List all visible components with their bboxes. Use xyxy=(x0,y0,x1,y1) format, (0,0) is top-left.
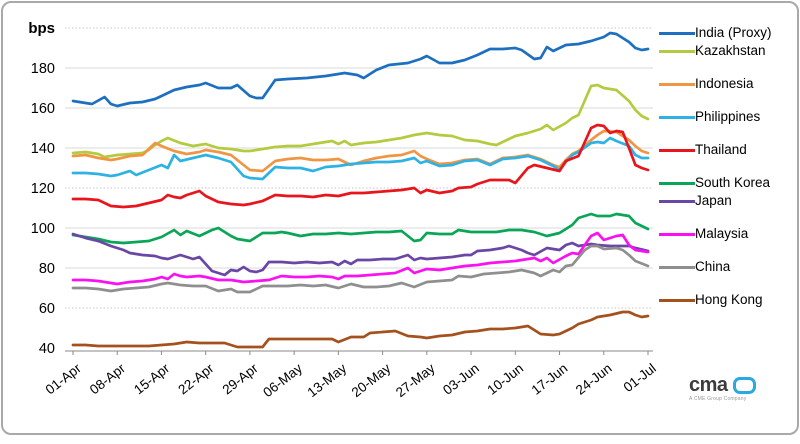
x-tick-label: 15-Apr xyxy=(131,360,173,397)
y-tick-label: 140 xyxy=(31,141,55,157)
legend-label: China xyxy=(695,259,731,274)
legend-swatch xyxy=(659,299,695,302)
legend-swatch xyxy=(659,233,695,236)
legend-swatch xyxy=(659,32,695,35)
cma-logo-mark xyxy=(732,376,756,394)
legend-label: Thailand xyxy=(695,142,747,157)
legend-swatch xyxy=(659,83,695,86)
x-tick-label: 03-Jun xyxy=(440,361,482,398)
x-tick-label: 29-Apr xyxy=(220,360,262,397)
x-tick-label: 08-Apr xyxy=(87,360,129,397)
y-tick-label: 100 xyxy=(31,221,55,237)
cma-logo-tagline: A CME Group Company xyxy=(689,396,747,402)
x-tick-label: 22-Apr xyxy=(175,360,217,397)
series-line-kazakhstan xyxy=(71,83,650,159)
legend-item-philippines: Philippines xyxy=(659,109,797,125)
y-tick-label: 80 xyxy=(39,261,55,277)
x-tick-label: 01-Apr xyxy=(43,360,85,397)
legend-item-india-proxy-: India (Proxy) xyxy=(659,25,797,41)
legend-label: Hong Kong xyxy=(695,292,763,307)
legend-label: India (Proxy) xyxy=(695,25,772,40)
legend: India (Proxy) Kazakhstan Indonesia Philippi… xyxy=(659,25,797,325)
x-axis: 01-Apr 08-Apr 15-Apr 22-Apr 29-Apr 06-May 13-M… xyxy=(43,350,659,400)
legend-swatch xyxy=(659,266,695,269)
y-tick-label: 60 xyxy=(39,301,55,317)
y-tick-label: 40 xyxy=(39,341,55,357)
legend-swatch xyxy=(659,200,695,203)
legend-item-thailand: Thailand xyxy=(659,142,797,158)
legend-item-japan: Japan xyxy=(659,193,797,209)
series-line-india-proxy- xyxy=(71,31,650,108)
y-tick-label: 180 xyxy=(31,61,55,77)
legend-swatch xyxy=(659,149,695,152)
series-line-south-korea xyxy=(71,212,650,245)
legend-item-china: China xyxy=(659,259,797,275)
series-line-china xyxy=(71,244,650,294)
series-line-malaysia xyxy=(71,231,650,286)
x-tick-label: 01-Jul xyxy=(621,361,659,395)
legend-swatch xyxy=(659,50,695,53)
x-tick-label: 06-May xyxy=(260,360,305,400)
x-tick-label: 10-Jun xyxy=(484,361,526,398)
legend-label: South Korea xyxy=(695,175,771,190)
y-tick-label: 120 xyxy=(31,181,55,197)
legend-swatch xyxy=(659,116,695,119)
series-line-japan xyxy=(71,232,650,277)
x-tick-label: 27-May xyxy=(393,360,438,400)
legend-label: Japan xyxy=(695,193,732,208)
x-tick-label: 24-Jun xyxy=(573,361,615,398)
legend-swatch xyxy=(659,182,695,185)
y-tick-label: 160 xyxy=(31,101,55,117)
line-chart: 180 160 140 120 100 80 60 40 bps 01-Apr 08-Apr 15-A… xyxy=(28,20,659,400)
cma-logo: cma A CME Group Company xyxy=(689,375,789,402)
x-tick-label: 20-May xyxy=(349,360,394,400)
series-line-thailand xyxy=(71,123,650,209)
x-tick-label: 17-Jun xyxy=(529,361,571,398)
cma-logo-text: cma xyxy=(689,374,728,396)
series-lines xyxy=(71,31,650,349)
legend-label: Philippines xyxy=(695,109,761,124)
legend-item-south-korea: South Korea xyxy=(659,175,797,191)
legend-label: Indonesia xyxy=(695,76,754,91)
legend-item-kazakhstan: Kazakhstan xyxy=(659,43,797,59)
legend-item-hong-kong: Hong Kong xyxy=(659,292,797,308)
legend-label: Malaysia xyxy=(695,226,749,241)
series-line-hong-kong xyxy=(71,310,650,349)
legend-item-indonesia: Indonesia xyxy=(659,76,797,92)
chart-frame: 180 160 140 120 100 80 60 40 bps 01-Apr 08-Apr 15-A… xyxy=(1,1,799,435)
legend-item-malaysia: Malaysia xyxy=(659,226,797,242)
legend-label: Kazakhstan xyxy=(695,43,766,58)
x-tick-label: 13-May xyxy=(305,360,350,400)
series-line-philippines xyxy=(71,136,650,181)
y-axis-title: bps xyxy=(28,20,55,37)
y-axis-labels: 180 160 140 120 100 80 60 40 bps xyxy=(28,20,55,357)
